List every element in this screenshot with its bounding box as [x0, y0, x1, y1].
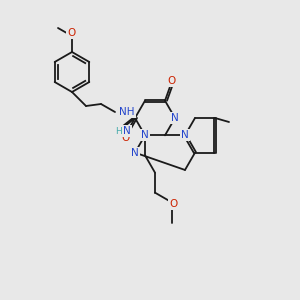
Text: O: O [67, 28, 75, 38]
Text: O: O [169, 199, 177, 208]
Text: NH: NH [119, 107, 134, 117]
Text: N: N [171, 113, 179, 123]
Text: N: N [123, 126, 131, 136]
Text: N: N [131, 148, 139, 158]
Text: N: N [141, 130, 149, 140]
Text: O: O [167, 76, 175, 86]
Text: N: N [181, 130, 189, 140]
Text: H: H [115, 128, 122, 136]
Text: O: O [121, 133, 129, 143]
